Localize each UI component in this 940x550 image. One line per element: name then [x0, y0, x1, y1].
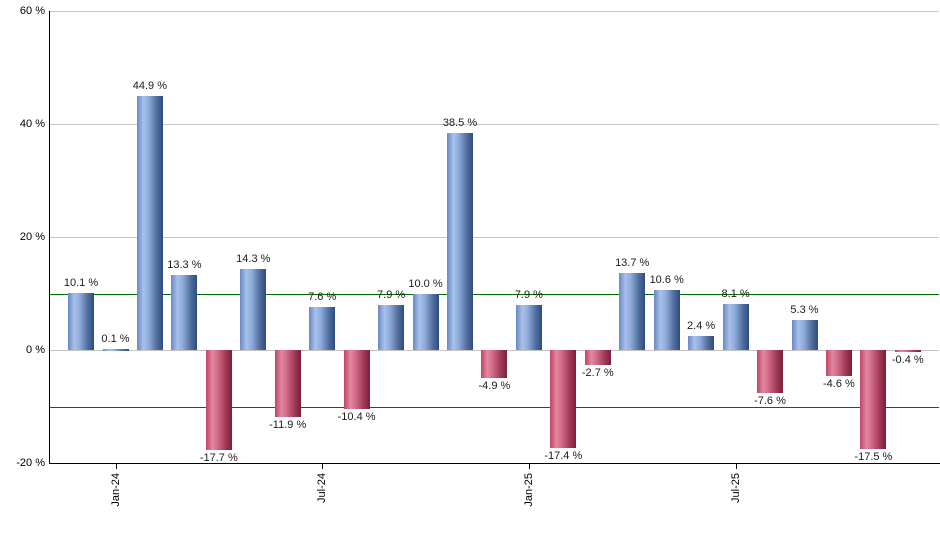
x-tick-mark	[735, 464, 737, 469]
x-axis	[49, 463, 940, 464]
threshold-line	[49, 293, 939, 295]
bar-value-label: 14.3 %	[236, 253, 271, 266]
bar	[688, 336, 715, 350]
grid-line	[49, 124, 939, 125]
bar	[274, 350, 301, 418]
bar-value-label: -4.9 %	[478, 379, 511, 392]
bar	[378, 305, 405, 350]
bar	[894, 350, 921, 353]
grid-line	[49, 237, 939, 238]
bar-value-label: 38.5 %	[442, 116, 478, 129]
bar	[791, 320, 818, 350]
bar-value-label: -4.6 %	[822, 378, 855, 390]
bar-value-label: 10.0 %	[408, 277, 443, 290]
bar-value-label: 44.9 %	[132, 80, 168, 93]
bar	[860, 350, 887, 449]
bar	[412, 293, 439, 350]
y-axis-label: -20 %	[16, 457, 45, 469]
bar	[515, 305, 542, 350]
bar	[171, 274, 198, 350]
bar-value-label: 0.1 %	[101, 333, 130, 346]
bar-value-label: -17.7 %	[199, 452, 238, 464]
x-axis-label-text: Jul-24	[316, 473, 329, 503]
bar-value-label: -7.6 %	[754, 394, 786, 407]
bar-value-label: 7.6 %	[308, 291, 337, 304]
bar-value-label: 10.1 %	[63, 276, 99, 289]
bar-value-label: 7.9 %	[514, 289, 543, 302]
bar-value-label: 2.4 %	[687, 320, 716, 333]
bar	[550, 350, 577, 449]
x-tick-mark	[528, 464, 530, 469]
bar-value-label: 13.3 %	[167, 258, 202, 271]
y-axis-label: 0 %	[26, 344, 45, 356]
bar-value-label: 7.9 %	[377, 289, 406, 302]
x-axis-label-text: Jul-25	[729, 473, 742, 503]
bar-value-label: -10.4 %	[337, 410, 376, 423]
bar-value-label: 13.7 %	[615, 256, 650, 269]
bar-value-label: 10.6 %	[649, 274, 684, 287]
grid-line	[49, 11, 939, 12]
x-tick-mark	[115, 464, 117, 469]
bar-value-label: -17.5 %	[854, 450, 893, 463]
bar	[205, 350, 232, 450]
bar-value-label: -2.7 %	[581, 367, 614, 380]
y-axis-label: 40 %	[19, 118, 45, 130]
bar	[722, 304, 749, 350]
bar	[68, 292, 94, 350]
x-axis-label-text: Jan-24	[109, 473, 122, 507]
bar	[481, 350, 508, 378]
bar	[619, 272, 646, 350]
x-tick-mark	[322, 464, 324, 469]
y-axis	[49, 11, 50, 463]
bar	[653, 290, 680, 350]
bar	[309, 307, 336, 350]
bar-value-label: -0.4 %	[891, 354, 924, 367]
y-axis-label: 20 %	[19, 231, 45, 243]
bar-value-label: -17.4 %	[544, 450, 583, 463]
bar	[447, 132, 473, 350]
bar-value-label: -11.9 %	[269, 419, 307, 432]
y-axis-label: 60 %	[19, 5, 45, 17]
bar	[102, 349, 129, 352]
bar	[825, 350, 852, 376]
bar-value-label: 8.1 %	[721, 288, 750, 301]
bar	[584, 350, 611, 366]
threshold-line	[49, 406, 939, 408]
bar	[136, 96, 163, 350]
bar	[343, 350, 370, 409]
bar-value-label: 5.3 %	[790, 304, 819, 317]
bar	[757, 350, 783, 393]
x-axis-label-text: Jan-25	[522, 473, 535, 507]
bar	[240, 269, 267, 350]
